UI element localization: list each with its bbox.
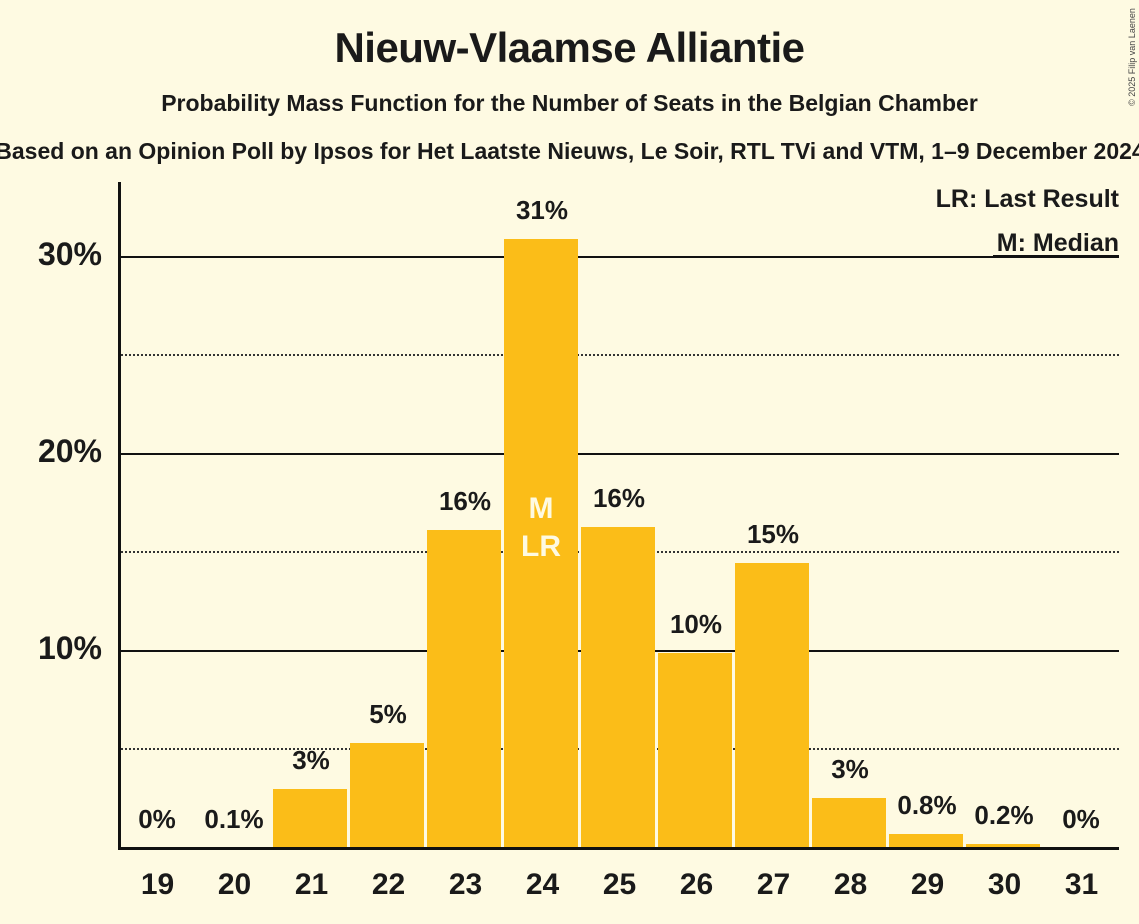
bar-label-25: 16% [592,483,646,513]
chart-subtitle: Probability Mass Function for the Number… [161,90,978,116]
bar-27 [735,563,809,848]
x-tick-label: 30 [987,868,1022,901]
bar-label-20: 0.1% [204,804,264,834]
x-tick-label: 31 [1064,868,1099,901]
median-marker: M [528,492,554,525]
x-tick-label: 19 [140,868,175,901]
x-tick-label: 23 [448,868,483,901]
chart-title: Nieuw-Vlaamse Alliantie [334,24,805,71]
bar-label-22: 5% [369,699,407,729]
chart-source-line: Based on an Opinion Poll by Ipsos for He… [0,138,1139,164]
gridline-30 [121,256,1119,258]
bar-label-28: 3% [831,754,869,784]
bar-28 [812,798,886,848]
bar-label-21: 3% [292,745,330,775]
x-tick-label: 21 [294,868,329,901]
gridline-25 [121,354,1119,356]
bar-30 [966,844,1040,848]
bar-22 [350,743,424,848]
bar-label-29: 0.8% [897,790,957,820]
x-tick-label: 24 [525,868,560,901]
bar-24 [504,239,578,848]
x-tick-label: 20 [217,868,252,901]
x-tick-label: 27 [756,868,791,901]
gridline-20 [121,453,1119,455]
x-tick-label: 28 [833,868,868,901]
bar-label-23: 16% [438,486,492,516]
bar-label-31: 0% [1062,804,1100,834]
y-tick-label: 20% [37,433,102,469]
bar-label-30: 0.2% [974,800,1034,830]
x-tick-label: 29 [910,868,945,901]
bar-label-27: 15% [746,519,800,549]
y-tick-label: 10% [37,630,102,666]
x-tick-label: 25 [602,868,637,901]
bar-label-24: 31% [515,195,569,225]
bar-21 [273,789,347,848]
y-axis [118,182,121,850]
bar-23 [427,530,501,848]
bar-25 [581,527,655,848]
x-tick-label: 26 [679,868,714,901]
bar-29 [889,834,963,848]
y-tick-label: 30% [37,236,102,272]
bar-label-26: 10% [669,609,723,639]
x-tick-label: 22 [371,868,406,901]
x-axis [118,847,1119,850]
legend-median: M: Median [992,231,1119,257]
bar-26 [658,653,732,848]
legend-last-result: LR: Last Result [931,185,1119,214]
bar-label-19: 0% [138,804,176,834]
last-result-marker: LR [521,530,561,563]
